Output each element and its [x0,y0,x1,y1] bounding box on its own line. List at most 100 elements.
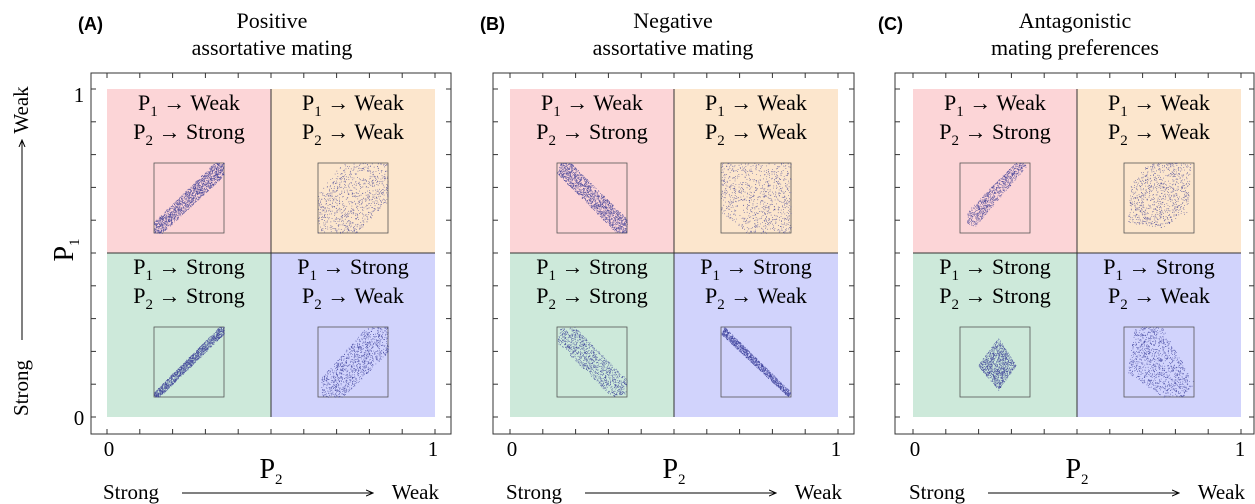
y-axis-subscript: 1 [67,238,83,246]
quadrant-fill [674,253,838,417]
quadrant-label-line: P1 → Strong [700,254,811,284]
inset-frame [317,326,389,398]
inset-points [978,338,1017,391]
x-tick-label-1: 1 [831,437,842,461]
x-tick-label-1: 1 [1235,437,1246,461]
inset-points [721,327,791,397]
inset-frame [720,326,792,398]
quadrant-label-line: P2 → Strong [939,283,1050,313]
quadrant-label-line: P2 → Weak [705,119,807,149]
inset-scatter [1123,162,1195,234]
inset-points [967,163,1027,227]
x-axis-low-word: Strong [909,480,966,504]
inset-points [1128,327,1194,398]
inset-frame [959,162,1031,234]
panel-letter: (B) [480,14,505,34]
quadrant-fill [510,253,674,417]
x-tick-label-1: 1 [428,437,439,461]
quadrant-label-line: P1 → Strong [297,254,408,284]
quadrant-label-line: P2 → Strong [536,119,647,149]
panel-title-line: Positive [237,8,308,33]
x-axis-symbol: P2 [1065,454,1088,488]
inset-scatter [1123,326,1195,398]
inset-scatter [153,326,225,398]
inset-points [321,327,389,398]
panel-title-line: assortative mating [192,35,353,60]
quadrant-label-line: P1 → Weak [302,90,404,120]
inset-frame [720,162,792,234]
quadrant-label-line: P1 → Weak [705,90,807,120]
quadrant-label-line: P1 → Weak [944,90,1046,120]
x-tick-label-0: 0 [507,437,518,461]
quadrant-label-line: P2 → Strong [939,119,1050,149]
inset-scatter [153,162,225,234]
quadrant-label-line: P2 → Weak [1108,283,1210,313]
inset-points [154,327,225,398]
panel-title-line: assortative mating [593,35,754,60]
x-axis-high-word: Weak [795,480,843,504]
x-axis-low-word: Strong [506,480,563,504]
x-axis-symbol: P2 [662,454,685,488]
quadrant-fill [1077,253,1241,417]
quadrant-fill [913,89,1077,253]
quadrant-label-line: P2 → Weak [1108,119,1210,149]
y-tick-label-0: 0 [74,406,85,430]
inset-frame [556,162,628,234]
quadrant-fill [107,253,271,417]
quadrant-label-line: P2 → Weak [302,283,404,313]
quadrant-label-line: P1 → Weak [1108,90,1210,120]
quadrant-label-line: P2 → Strong [133,283,244,313]
inset-frame [153,162,225,234]
y-axis-label: P1 Strong Weak [9,86,83,416]
inset-scatter [959,326,1031,398]
y-axis-high-word: Weak [9,86,33,134]
x-tick-label-0: 0 [910,437,921,461]
quadrant-label-line: P2 → Strong [133,119,244,149]
panel-title-line: Negative [633,8,712,33]
inset-scatter [720,162,792,234]
inset-frame [153,326,225,398]
y-axis-low-word: Strong [9,360,33,417]
quadrant-label-line: P2 → Weak [302,119,404,149]
quadrant-fill [913,253,1077,417]
x-axis-low-word: Strong [103,480,160,504]
inset-frame [317,162,389,234]
inset-scatter [556,162,628,234]
inset-scatter [317,162,389,234]
inset-scatter [720,326,792,398]
x-axis-symbol: P2 [259,454,282,488]
x-axis-high-word: Weak [392,480,440,504]
quadrant-fill [271,253,435,417]
x-tick-label-0: 0 [104,437,115,461]
quadrant-label-line: P1 → Strong [939,254,1050,284]
quadrant-fill [1077,89,1241,253]
inset-frame [959,326,1031,398]
inset-points [721,163,792,234]
quadrant-label-line: P1 → Weak [541,90,643,120]
inset-points [557,327,628,397]
inset-frame [1123,326,1195,398]
quadrant-label-line: P1 → Weak [138,90,240,120]
inset-points [557,163,628,234]
inset-points [1128,163,1192,228]
inset-frame [556,326,628,398]
quadrant-label-line: P2 → Strong [536,283,647,313]
inset-points [154,163,225,234]
panel-title-line: mating preferences [991,35,1159,60]
quadrant-label-line: P1 → Strong [536,254,647,284]
panel-letter: (A) [78,14,103,34]
quadrant-label-line: P2 → Weak [705,283,807,313]
inset-frame [1123,162,1195,234]
inset-scatter [556,326,628,398]
